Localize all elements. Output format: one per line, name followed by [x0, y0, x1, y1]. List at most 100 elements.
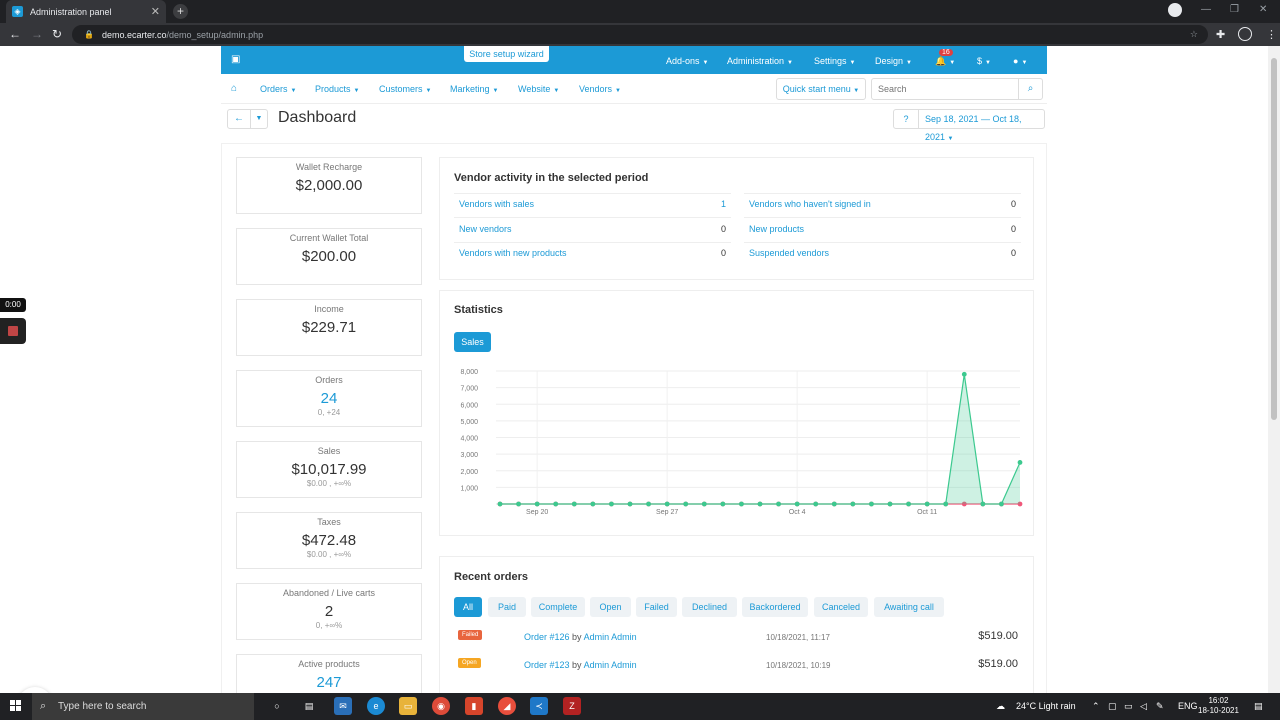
data-point	[906, 501, 911, 507]
order-customer[interactable]: Admin Admin	[583, 632, 637, 642]
stat-value: $2,000.00	[295, 177, 363, 194]
bell-icon[interactable]: 🔔 ▼	[935, 56, 956, 66]
back-dropdown-button[interactable]: ▼	[250, 109, 268, 129]
y-tick-label: 8,000	[460, 369, 478, 376]
vscode-icon[interactable]: ≺	[530, 697, 548, 715]
main-nav: ⌂ Orders ▼ Products ▼ Customers ▼ Marketing…	[221, 74, 1047, 104]
volume-icon[interactable]: ◁	[1140, 701, 1147, 711]
taskbar-search-box[interactable]: ⌕ Type here to search	[32, 693, 254, 720]
order-link[interactable]: Order #123 by Admin Admin	[524, 660, 637, 670]
nav-products[interactable]: Products ▼	[315, 84, 359, 94]
date-range-picker[interactable]: Sep 18, 2021 — Oct 18, 2021 ▼	[918, 109, 1045, 142]
mail-icon[interactable]: ✉	[334, 697, 352, 715]
profile-avatar-icon[interactable]	[1238, 27, 1252, 41]
reload-icon[interactable]: ↻	[52, 27, 63, 41]
chrome-icon[interactable]: ◉	[432, 697, 450, 715]
order-link[interactable]: Order #126 by Admin Admin	[524, 632, 637, 642]
filezilla-icon[interactable]: Z	[563, 697, 581, 715]
profile-download-icon[interactable]	[1168, 3, 1182, 17]
help-button[interactable]: ?	[893, 109, 919, 129]
filter-canceled[interactable]: Canceled	[814, 597, 868, 617]
menu-addons[interactable]: Add-ons ▼	[666, 56, 708, 66]
search-button[interactable]: ⌕	[1018, 78, 1043, 100]
filter-paid[interactable]: Paid	[488, 597, 526, 617]
bookmark-star-icon[interactable]: ☆	[1189, 29, 1198, 39]
weather-label[interactable]: 24°C Light rain	[1016, 701, 1076, 711]
windows-start-icon[interactable]	[10, 700, 22, 712]
screen-recorder-icon[interactable]: ◢	[498, 697, 516, 715]
stat-value[interactable]: 247	[316, 674, 342, 691]
cart-icon[interactable]: ▣	[231, 54, 241, 65]
nav-customers[interactable]: Customers ▼	[379, 84, 431, 94]
close-window-icon[interactable]: ✕	[1259, 4, 1268, 15]
order-row[interactable]: Failed Order #126 by Admin Admin 10/18/2…	[454, 628, 1020, 652]
quick-start-menu-button[interactable]: Quick start menu ▼	[776, 78, 866, 100]
nav-orders[interactable]: Orders ▼	[260, 84, 296, 94]
browser-tab[interactable]: ◈ Administration panel ✕	[6, 0, 166, 23]
stat-value: $229.71	[301, 319, 357, 336]
minimize-icon[interactable]: —	[1201, 4, 1211, 15]
vendors-with-sales-link[interactable]: Vendors with sales	[459, 199, 535, 209]
file-explorer-icon[interactable]: ▭	[399, 697, 417, 715]
order-number[interactable]: Order #126	[524, 632, 570, 642]
pen-icon[interactable]: ✎	[1156, 701, 1164, 711]
back-arrow-icon[interactable]: ←	[9, 27, 21, 41]
nav-marketing-label: Marketing	[450, 84, 490, 94]
menu-design[interactable]: Design ▼	[875, 56, 912, 66]
nav-marketing[interactable]: Marketing ▼	[450, 84, 498, 94]
menu-settings[interactable]: Settings ▼	[814, 56, 855, 66]
vendors-new-products-link[interactable]: Vendors with new products	[459, 248, 567, 258]
page-scrollbar[interactable]	[1268, 46, 1280, 693]
cortana-icon[interactable]: ○	[274, 701, 280, 711]
order-row[interactable]: Open Order #123 by Admin Admin 10/18/202…	[454, 656, 1020, 680]
forward-arrow-icon[interactable]: →	[31, 27, 43, 41]
order-customer[interactable]: Admin Admin	[583, 660, 637, 670]
filter-complete[interactable]: Complete	[531, 597, 585, 617]
stop-recording-button[interactable]	[0, 318, 26, 344]
search-input[interactable]	[871, 78, 1019, 100]
back-button[interactable]: ←	[227, 109, 251, 129]
meet-icon[interactable]: ▢	[1108, 701, 1117, 711]
task-view-icon[interactable]: ▤	[304, 701, 314, 711]
order-number[interactable]: Order #123	[524, 660, 570, 670]
language-indicator[interactable]: ENG	[1178, 701, 1198, 711]
store-setup-wizard-button[interactable]: Store setup wizard	[464, 46, 549, 62]
nav-vendors[interactable]: Vendors ▼	[579, 84, 621, 94]
vendors-not-signed-in-link[interactable]: Vendors who haven't signed in	[749, 199, 871, 209]
suspended-vendors-link[interactable]: Suspended vendors	[749, 248, 830, 258]
nav-website[interactable]: Website ▼	[518, 84, 559, 94]
notifications-icon[interactable]: ▤	[1254, 701, 1263, 711]
stat-active-products[interactable]: Active products 247	[236, 654, 422, 693]
filter-failed[interactable]: Failed	[636, 597, 677, 617]
url-input[interactable]: 🔒 demo.ecarter.co/demo_setup/admin.php ☆	[72, 25, 1208, 44]
tab-close-icon[interactable]: ✕	[150, 6, 160, 18]
filter-backordered[interactable]: Backordered	[742, 597, 808, 617]
chat-widget-button[interactable]: ●●●	[17, 687, 53, 693]
office-icon[interactable]: ▮	[465, 697, 483, 715]
home-icon[interactable]: ⌂	[231, 83, 238, 94]
filter-open[interactable]: Open	[590, 597, 631, 617]
filter-declined[interactable]: Declined	[682, 597, 737, 617]
stat-orders[interactable]: Orders 24 0, +24	[236, 370, 422, 427]
browser-menu-icon[interactable]: ⋮	[1266, 29, 1277, 41]
taskbar-clock[interactable]: 16:02 18-10-2021	[1198, 696, 1239, 716]
edge-icon[interactable]: e	[367, 697, 385, 715]
restore-icon[interactable]: ❐	[1230, 4, 1239, 15]
scrollbar-thumb[interactable]	[1271, 58, 1277, 420]
new-products-link[interactable]: New products	[749, 224, 805, 234]
stat-value[interactable]: 24	[320, 390, 338, 407]
filter-all[interactable]: All	[454, 597, 482, 617]
vendors-with-sales-count[interactable]: 1	[720, 199, 726, 209]
extensions-puzzle-icon[interactable]: ✚	[1216, 29, 1226, 41]
menu-administration[interactable]: Administration ▼	[727, 56, 793, 66]
tray-chevron-icon[interactable]: ⌃	[1092, 701, 1100, 711]
filter-awaiting-call[interactable]: Awaiting call	[874, 597, 944, 617]
user-icon[interactable]: ● ▼	[1013, 56, 1028, 66]
data-point	[516, 501, 521, 507]
new-tab-button[interactable]: +	[173, 4, 188, 19]
sales-tab[interactable]: Sales	[454, 332, 491, 352]
new-vendors-link[interactable]: New vendors	[459, 224, 512, 234]
network-icon[interactable]: ▭	[1124, 701, 1133, 711]
date-range-label: Sep 18, 2021 — Oct 18, 2021	[925, 114, 1022, 142]
currency-menu[interactable]: $ ▼	[977, 56, 991, 66]
